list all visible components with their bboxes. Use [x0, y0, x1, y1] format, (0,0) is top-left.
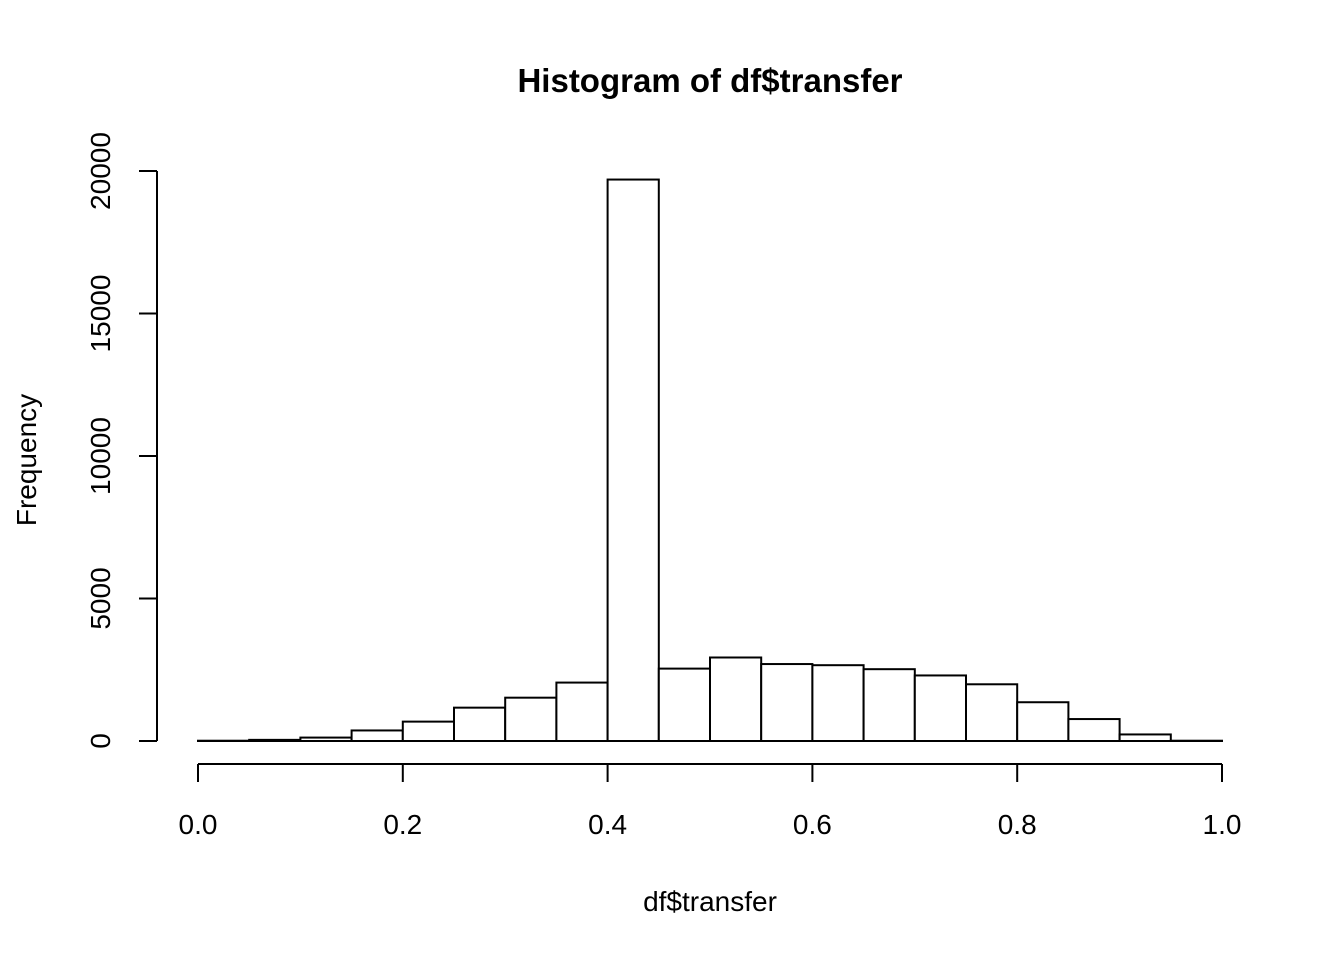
- histogram-bar-4: [401, 720, 455, 742]
- histogram-bar-3: [350, 729, 404, 743]
- histogram-bar-10: [709, 656, 763, 742]
- bars-group: [197, 178, 1224, 743]
- chart-title: Histogram of df$transfer: [517, 62, 902, 99]
- histogram-bar-12: [811, 664, 865, 742]
- histogram-bar-17: [1067, 718, 1121, 742]
- histogram-bar-8: [606, 178, 660, 743]
- histogram-bar-9: [657, 667, 711, 742]
- x-tick-label-3: 0.6: [793, 809, 832, 840]
- x-axis: 0.0 0.2 0.4 0.6 0.8 1.0: [179, 763, 1242, 840]
- histogram-bar-11: [760, 663, 814, 742]
- histogram-bar-6: [504, 696, 558, 742]
- x-axis-label: df$transfer: [643, 886, 777, 917]
- y-tick-label-1: 5000: [85, 567, 116, 629]
- y-tick-label-4: 20000: [85, 132, 116, 210]
- histogram-bar-1: [248, 738, 302, 742]
- x-tick-label-5: 1.0: [1203, 809, 1242, 840]
- x-tick-label-4: 0.8: [998, 809, 1037, 840]
- x-tick-label-1: 0.2: [383, 809, 422, 840]
- histogram-bar-2: [299, 736, 353, 743]
- x-tick-label-2: 0.4: [588, 809, 627, 840]
- y-axis: 0 5000 10000 15000 20000: [85, 132, 158, 749]
- histogram-bar-13: [862, 668, 916, 742]
- histogram-bar-16: [1016, 701, 1070, 742]
- histogram-bar-15: [965, 683, 1019, 742]
- y-tick-label-0: 0: [85, 733, 116, 749]
- y-axis-label: Frequency: [11, 394, 42, 526]
- histogram-bar-5: [453, 706, 507, 743]
- x-tick-label-0: 0.0: [179, 809, 218, 840]
- histogram-bar-14: [913, 674, 967, 743]
- histogram-bar-7: [555, 681, 609, 743]
- y-tick-label-3: 15000: [85, 275, 116, 353]
- histogram-bar-18: [1118, 733, 1172, 743]
- y-tick-label-2: 10000: [85, 417, 116, 495]
